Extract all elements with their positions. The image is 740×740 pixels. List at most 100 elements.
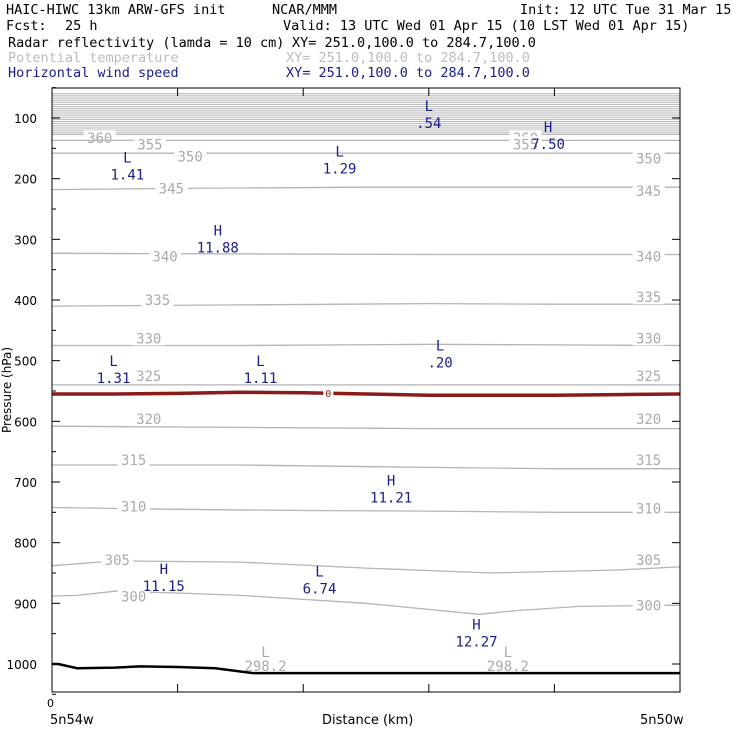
theta-label-bg (632, 500, 665, 516)
theta-label-300: 300 (636, 598, 661, 614)
y-tick-label: 300 (14, 233, 37, 247)
theta-label-355: 355 (137, 137, 162, 153)
theta-label-bg (632, 597, 665, 613)
x-zero-label: 0 (47, 697, 54, 710)
theta-line-305 (51, 560, 681, 574)
header-model: HAIC-HIWC 13km ARW-GFS init (6, 2, 226, 18)
theta-label-bg (155, 180, 188, 196)
theta-label-bg (101, 551, 134, 567)
y-tick-label: 500 (14, 355, 37, 369)
header-fcst-label: Fcst: (6, 18, 47, 34)
terrain-line (52, 662, 680, 675)
x-start-label: 5n54w (50, 713, 94, 728)
theta-label-bg (632, 183, 665, 199)
theta-label-360: 360 (87, 131, 112, 147)
theta-label-320: 320 (136, 412, 161, 428)
theta-min-letter: L (504, 645, 512, 661)
theta-label-340: 340 (152, 250, 177, 266)
theta-label-320: 320 (636, 412, 661, 428)
wind-low-letter: L (123, 151, 131, 167)
theta-label-325: 325 (636, 369, 661, 385)
theta-label-bg (83, 130, 116, 146)
reflectivity-zero-contour (52, 390, 681, 397)
field-theta-xy: XY= 251.0,100.0 to 284.7,100.0 (286, 50, 530, 66)
wind-high-letter: H (472, 618, 480, 634)
theta-label-bg (632, 330, 665, 346)
wind-high-letter: H (160, 562, 168, 578)
plot-frame (51, 87, 681, 693)
wind-low-letter: L (335, 144, 343, 160)
theta-line-315 (52, 464, 680, 470)
theta-label-bg (117, 498, 150, 514)
field-theta-name: Potential temperature (8, 50, 179, 66)
theta-label-315: 315 (636, 453, 661, 469)
field-wind-xy: XY= 251.0,100.0 to 284.7,100.0 (286, 65, 530, 81)
header-init: Init: 12 UTC Tue 31 Mar 15 (520, 2, 732, 18)
header-valid: Valid: 13 UTC Wed 01 Apr 15 (10 LST Wed … (283, 18, 690, 34)
y-tick-label: 200 (14, 173, 37, 187)
y-axis-title: Pressure (hPa) (0, 346, 15, 434)
x-axis-title: Distance (km) (322, 713, 414, 728)
theta-label-355: 355 (513, 137, 538, 153)
wind-low-letter: L (315, 564, 323, 580)
theta-label-350: 350 (178, 149, 203, 165)
theta-label-bg (632, 551, 665, 567)
theta-line-345 (51, 186, 680, 191)
wind-low-letter: L (256, 354, 264, 370)
wind-extremum-value: .54 (416, 116, 441, 132)
theta-line-335 (51, 302, 680, 307)
y-tick-label: 1000 (6, 658, 37, 672)
y-tick-label: 400 (14, 294, 37, 308)
theta-label-bg (174, 148, 207, 164)
field-reflectivity-xy: XY= 251.0,100.0 to 284.7,100.0 (292, 35, 536, 51)
y-tick-label: 600 (14, 415, 37, 429)
theta-label-bg (632, 248, 665, 264)
theta-label-310: 310 (121, 499, 146, 515)
wind-extremum-value: 6.74 (303, 581, 337, 597)
wind-extremum-value: 11.88 (197, 240, 239, 256)
theta-label-325: 325 (136, 369, 161, 385)
theta-label-bg (632, 368, 665, 384)
theta-label-bg (632, 411, 665, 427)
y-tick-label: 100 (14, 112, 37, 126)
theta-label-bg (509, 136, 542, 152)
field-reflectivity-name: Radar reflectivity (lamda = 10 cm) (8, 35, 285, 51)
wind-extremum-value: .20 (427, 356, 452, 372)
theta-label-bg (132, 411, 165, 427)
theta-label-bg (632, 289, 665, 305)
theta-min-letter: L (261, 645, 269, 661)
y-tick-label: 900 (14, 597, 37, 611)
theta-label-335: 335 (145, 293, 170, 309)
header-fcst-value: 25 h (65, 18, 98, 34)
theta-label-350: 350 (636, 151, 661, 167)
theta-label-330: 330 (136, 331, 161, 347)
y-tick-label: 700 (14, 476, 37, 490)
theta-label-330: 330 (636, 331, 661, 347)
theta-label-bg (149, 248, 182, 264)
wind-extremum-value: 1.31 (97, 371, 131, 387)
theta-label-bg (117, 588, 150, 604)
wind-high-letter: H (214, 223, 222, 239)
theta-label-bg (632, 451, 665, 467)
wind-extremum-value: 11.15 (143, 579, 185, 595)
wind-extremum-value: 1.11 (244, 371, 278, 387)
theta-line-310 (51, 506, 680, 513)
wind-high-letter: H (544, 120, 552, 136)
wind-extremum-value: 11.21 (370, 490, 412, 506)
theta-label-bg (132, 368, 165, 384)
theta-label-bg (133, 136, 166, 152)
theta-label-345: 345 (636, 184, 661, 200)
theta-min-value: 298.2 (487, 659, 529, 675)
x-end-label: 5n50w (640, 713, 684, 728)
theta-label-305: 305 (105, 553, 130, 569)
theta-line-330 (52, 343, 681, 347)
theta-label-310: 310 (636, 501, 661, 517)
theta-label-305: 305 (636, 553, 661, 569)
field-wind-name: Horizontal wind speed (8, 65, 179, 81)
theta-line-300 (51, 590, 681, 615)
wind-low-letter: L (109, 354, 117, 370)
wind-extremum-value: 12.27 (455, 635, 497, 651)
wind-extremum-value: 1.41 (111, 168, 145, 184)
theta-label-315: 315 (121, 453, 146, 469)
wind-high-letter: H (387, 473, 395, 489)
